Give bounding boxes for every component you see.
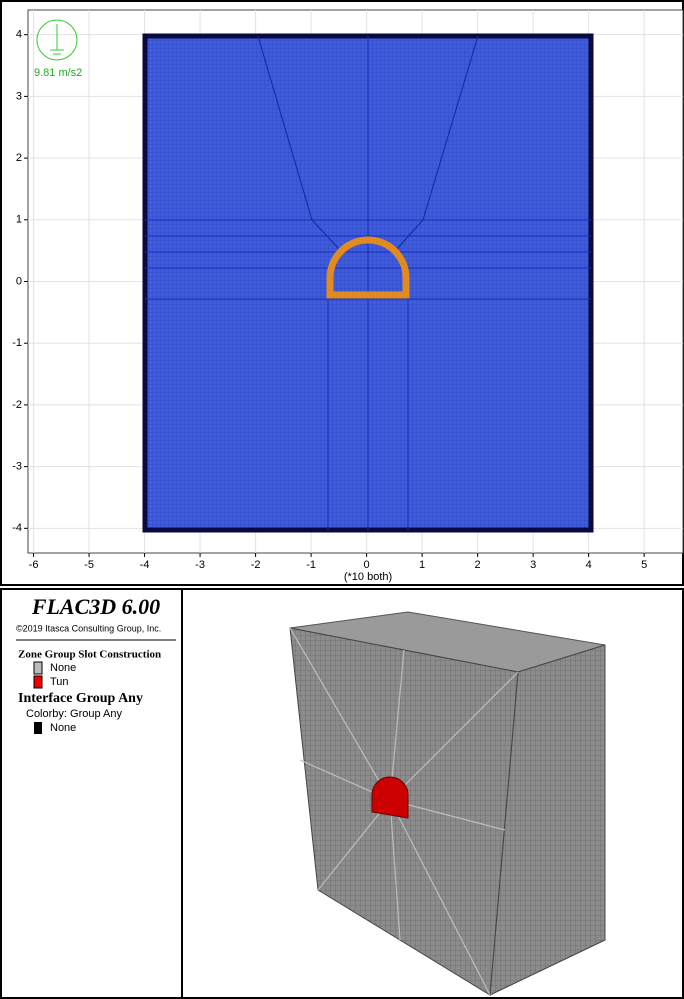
y-tick-label: 3 xyxy=(16,90,22,102)
legend-item: None xyxy=(50,722,76,734)
x-tick-label: 3 xyxy=(530,559,536,571)
x-tick-label: 1 xyxy=(419,559,425,571)
screen: 9.81 m/s2 (*10 both) -6 -5 -4 -3 -2 -1 0 1 2 3 4 5 4… xyxy=(0,0,684,999)
x-tick-label: 5 xyxy=(641,559,647,571)
y-tick-label: 0 xyxy=(16,275,22,287)
gravity-label: 9.81 m/s2 xyxy=(34,67,82,79)
mesh xyxy=(145,36,591,530)
swatch xyxy=(34,722,42,734)
page: 9.81 m/s2 (*10 both) -6 -5 -4 -3 -2 -1 0 1 2 3 4 5 4… xyxy=(0,0,684,999)
swatch xyxy=(34,676,42,688)
swatch xyxy=(34,662,42,674)
axis-note: (*10 both) xyxy=(344,571,392,583)
legend-item: None xyxy=(50,662,76,674)
x-tick-label: 2 xyxy=(475,559,481,571)
x-tick-label: -2 xyxy=(251,559,261,571)
y-tick-label: -2 xyxy=(12,399,22,411)
y-tick-label: -4 xyxy=(12,522,22,534)
x-tick-label: -6 xyxy=(29,559,39,571)
x-tick-label: -4 xyxy=(140,559,150,571)
zone-heading: Zone Group Slot Construction xyxy=(18,649,161,661)
x-tick-label: -1 xyxy=(306,559,316,571)
y-tick-label: 4 xyxy=(16,29,22,41)
copyright: ©2019 Itasca Consulting Group, Inc. xyxy=(16,623,161,633)
x-tick-label: -3 xyxy=(195,559,205,571)
legend-title: FLAC3D 6.00 xyxy=(31,594,160,619)
y-tick-label: -3 xyxy=(12,461,22,473)
x-tick-label: 0 xyxy=(364,559,370,571)
y-tick-label: 2 xyxy=(16,152,22,164)
legend-item: Tun xyxy=(50,676,69,688)
y-tick-label: 1 xyxy=(16,214,22,226)
x-tick-label: 4 xyxy=(586,559,592,571)
x-tick-label: -5 xyxy=(84,559,94,571)
interface-heading: Interface Group Any xyxy=(18,691,143,706)
colorby: Colorby: Group Any xyxy=(26,708,122,720)
y-tick-label: -1 xyxy=(12,337,22,349)
